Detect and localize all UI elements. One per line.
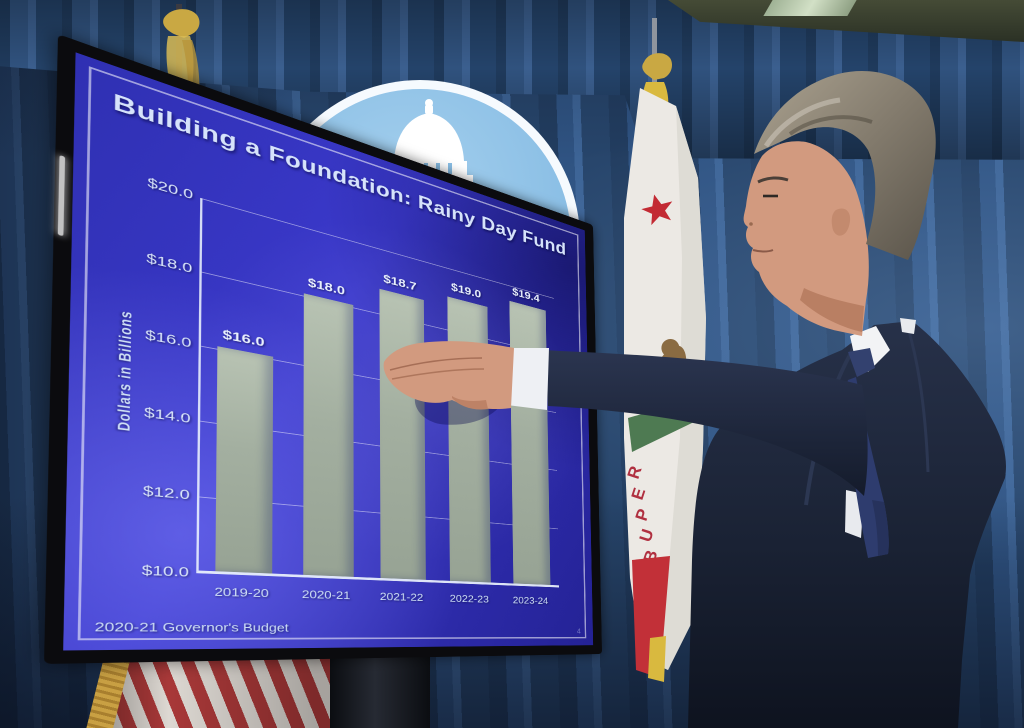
press-conference-photo: REPUB Building a Foundation: Rainy Day F… — [0, 0, 1024, 728]
speaker-gavin-newsom — [0, 0, 1024, 728]
pointing-hand — [384, 341, 514, 409]
nostril — [749, 222, 753, 226]
